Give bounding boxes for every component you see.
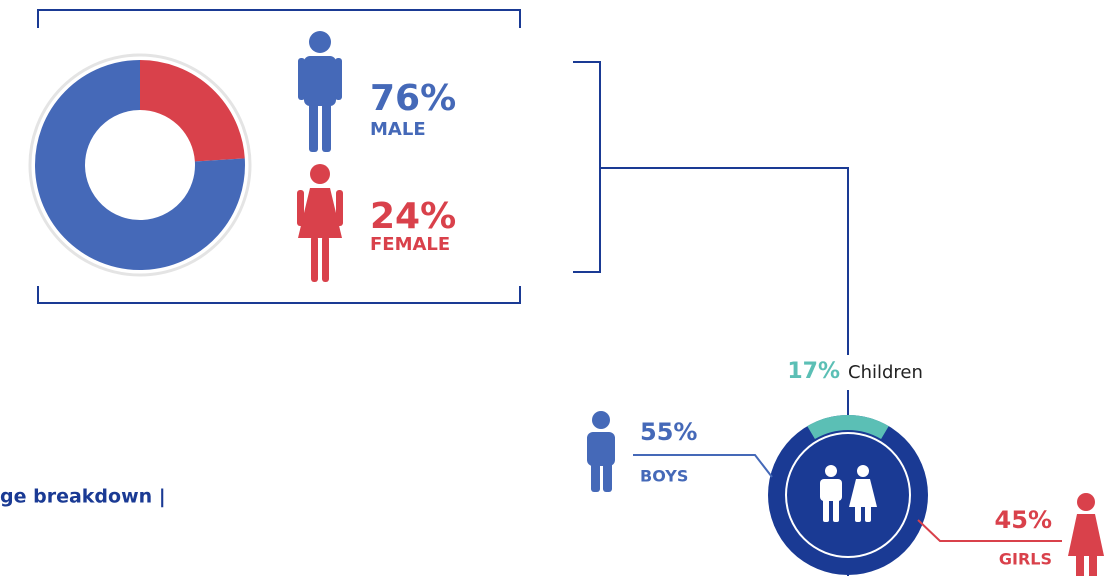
donut-slice: [138, 60, 245, 163]
male-icon: [298, 31, 342, 152]
female-icon: [297, 164, 343, 282]
value-label: 76%: [370, 78, 456, 119]
value-label: 55%: [640, 418, 697, 446]
ring-inner: [785, 432, 911, 558]
bottom-bracket: [37, 286, 521, 304]
ring-segment: [807, 415, 889, 440]
girls-leader: [917, 519, 1062, 542]
boy-icon: [587, 411, 615, 492]
girl-icon: [1068, 493, 1104, 576]
name-label: Children: [848, 362, 923, 383]
right-bracket: [573, 61, 601, 273]
value-label: 45%: [995, 506, 1052, 534]
boys-leader: [633, 454, 773, 478]
top-bracket: [37, 9, 521, 28]
donut-slice: [35, 60, 245, 270]
category-label: GIRLS: [999, 550, 1052, 569]
category-label: MALE: [370, 119, 426, 140]
caption: ge breakdown |: [0, 486, 166, 508]
value-label: 17%: [787, 359, 840, 384]
children-icon: [820, 465, 877, 522]
value-label: 24%: [370, 196, 456, 237]
category-label: BOYS: [640, 467, 688, 486]
category-label: FEMALE: [370, 234, 450, 255]
connector: [600, 167, 849, 355]
